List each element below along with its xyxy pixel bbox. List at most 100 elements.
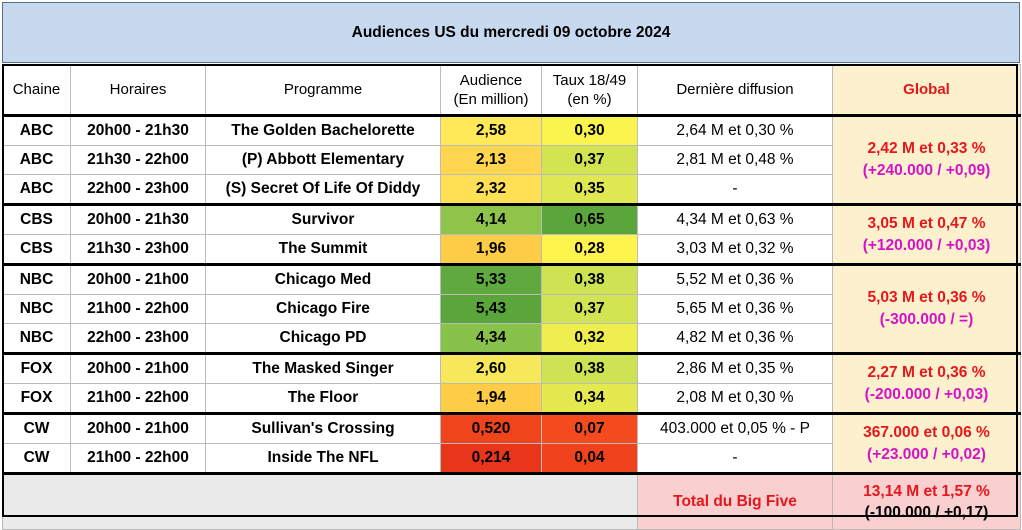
global-line2: (+23.000 / +0,02) xyxy=(867,445,986,463)
programme-cell: (S) Secret Of Life Of Diddy xyxy=(205,174,441,205)
derniere-diffusion-cell: 5,65 M et 0,36 % xyxy=(637,294,833,324)
global-line2: (-200.000 / +0,03) xyxy=(864,385,989,403)
header-chaine: Chaine xyxy=(2,64,71,116)
horaires-cell: 22h00 - 23h00 xyxy=(70,174,206,205)
derniere-diffusion-cell: 2,08 M et 0,30 % xyxy=(637,383,833,414)
chaine-cell: CW xyxy=(2,443,71,474)
table-row: CBS 20h00 - 21h30 Survivor 4,14 0,65 4,34 M e… xyxy=(2,203,1021,265)
audience-cell: 4,14 xyxy=(440,203,542,235)
chaine-cell: ABC xyxy=(2,145,71,175)
audience-cell: 0,214 xyxy=(440,443,542,474)
derniere-diffusion-cell: - xyxy=(637,443,833,474)
audience-cell: 2,60 xyxy=(440,352,542,384)
header-taux-line1: Taux 18/49 xyxy=(552,71,627,89)
programme-cell: Inside The NFL xyxy=(205,443,441,474)
taux-cell: 0,35 xyxy=(541,174,638,205)
header-taux-line2: (en %) xyxy=(567,90,612,108)
derniere-diffusion-cell: 5,52 M et 0,36 % xyxy=(637,263,833,295)
horaires-cell: 21h30 - 22h00 xyxy=(70,145,206,175)
global-cell: 2,27 M et 0,36 % (-200.000 / +0,03) xyxy=(832,352,1021,414)
global-cell: 2,42 M et 0,33 % (+240.000 / +0,09) xyxy=(832,114,1021,205)
taux-cell: 0,28 xyxy=(541,234,638,265)
header-taux: Taux 18/49 (en %) xyxy=(541,64,638,116)
global-line2: (+120.000 / +0,03) xyxy=(862,236,991,254)
taux-cell: 0,38 xyxy=(541,263,638,295)
audience-cell: 5,33 xyxy=(440,263,542,295)
global-line2: (-300.000 / =) xyxy=(879,311,974,328)
report-title: Audiences US du mercredi 09 octobre 2024 xyxy=(2,2,1020,63)
taux-cell: 0,30 xyxy=(541,114,638,146)
audience-cell: 0,520 xyxy=(440,412,542,444)
programme-cell: Chicago PD xyxy=(205,323,441,354)
derniere-diffusion-cell: - xyxy=(637,174,833,205)
audience-cell: 1,96 xyxy=(440,234,542,265)
table-body: ABC 20h00 - 21h30 The Golden Bachelorette 2… xyxy=(2,114,1021,530)
horaires-cell: 20h00 - 21h30 xyxy=(70,114,206,146)
header-global: Global xyxy=(832,64,1021,116)
derniere-diffusion-cell: 4,82 M et 0,36 % xyxy=(637,323,833,354)
programme-cell: Chicago Fire xyxy=(205,294,441,324)
header-derniere-diffusion: Dernière diffusion xyxy=(637,64,833,116)
derniere-diffusion-cell: 3,03 M et 0,32 % xyxy=(637,234,833,265)
chaine-cell: ABC xyxy=(2,174,71,205)
global-line1: 3,05 M et 0,47 % xyxy=(867,214,986,232)
table-row: FOX 20h00 - 21h00 The Masked Singer 2,60 0,3… xyxy=(2,352,1021,414)
taux-cell: 0,65 xyxy=(541,203,638,235)
derniere-diffusion-cell: 2,81 M et 0,48 % xyxy=(637,145,833,175)
header-horaires: Horaires xyxy=(70,64,206,116)
derniere-diffusion-cell: 2,64 M et 0,30 % xyxy=(637,114,833,146)
global-line1: 2,27 M et 0,36 % xyxy=(867,363,986,381)
global-cell: 5,03 M et 0,36 % (-300.000 / =) xyxy=(832,263,1021,354)
programme-cell: Chicago Med xyxy=(205,263,441,295)
audience-cell: 2,32 xyxy=(440,174,542,205)
taux-cell: 0,34 xyxy=(541,383,638,414)
global-line1: 367.000 et 0,06 % xyxy=(863,423,990,441)
derniere-diffusion-cell: 4,34 M et 0,63 % xyxy=(637,203,833,235)
global-line1: 5,03 M et 0,36 % xyxy=(867,289,986,306)
total-value-line2: (-100.000 / +0,17) xyxy=(864,504,989,521)
audience-cell: 5,43 xyxy=(440,294,542,324)
chaine-cell: CBS xyxy=(2,234,71,265)
audience-cell: 1,94 xyxy=(440,383,542,414)
table-row: CW 20h00 - 21h00 Sullivan's Crossing 0,520 0… xyxy=(2,412,1021,474)
global-line2: (+240.000 / +0,09) xyxy=(862,162,991,179)
horaires-cell: 20h00 - 21h00 xyxy=(70,412,206,444)
header-audience-line2: (En million) xyxy=(453,90,529,108)
programme-cell: The Masked Singer xyxy=(205,352,441,384)
taux-cell: 0,37 xyxy=(541,294,638,324)
chaine-cell: FOX xyxy=(2,352,71,384)
chaine-cell: NBC xyxy=(2,294,71,324)
chaine-cell: CW xyxy=(2,412,71,444)
table-row: NBC 21h00 - 22h00 Chicago Fire 5,43 0,37 5,65… xyxy=(2,294,1021,324)
global-cell: 367.000 et 0,06 % (+23.000 / +0,02) xyxy=(832,412,1021,474)
horaires-cell: 21h00 - 22h00 xyxy=(70,383,206,414)
audience-cell: 4,34 xyxy=(440,323,542,354)
header-audience-line1: Audience xyxy=(459,71,523,89)
total-value-line1: 13,14 M et 1,57 % xyxy=(863,483,990,500)
table-row: ABC 20h00 - 21h30 The Golden Bachelorette 2… xyxy=(2,114,1021,205)
table-row: ABC 21h30 - 22h00 (P) Abbott Elementary 2,1… xyxy=(2,145,1021,175)
table-row: FOX 21h00 - 22h00 The Floor 1,94 0,34 2,08 M … xyxy=(2,383,1021,414)
total-value: 13,14 M et 1,57 % (-100.000 / +0,17) xyxy=(832,472,1021,530)
global-line1: 2,42 M et 0,33 % xyxy=(867,140,986,157)
programme-cell: The Summit xyxy=(205,234,441,265)
horaires-cell: 22h00 - 23h00 xyxy=(70,323,206,354)
derniere-diffusion-cell: 2,86 M et 0,35 % xyxy=(637,352,833,384)
horaires-cell: 20h00 - 21h00 xyxy=(70,352,206,384)
total-blank xyxy=(2,472,638,530)
derniere-diffusion-cell: 403.000 et 0,05 % - P xyxy=(637,412,833,444)
programme-cell: The Floor xyxy=(205,383,441,414)
taux-cell: 0,38 xyxy=(541,352,638,384)
total-label: Total du Big Five xyxy=(637,472,833,530)
audience-cell: 2,13 xyxy=(440,145,542,175)
table-row: NBC 20h00 - 21h00 Chicago Med 5,33 0,38 5,52 … xyxy=(2,263,1021,354)
taux-cell: 0,32 xyxy=(541,323,638,354)
horaires-cell: 21h30 - 23h00 xyxy=(70,234,206,265)
programme-cell: Sullivan's Crossing xyxy=(205,412,441,444)
chaine-cell: ABC xyxy=(2,114,71,146)
programme-cell: (P) Abbott Elementary xyxy=(205,145,441,175)
header-programme: Programme xyxy=(205,64,441,116)
programme-cell: The Golden Bachelorette xyxy=(205,114,441,146)
programme-cell: Survivor xyxy=(205,203,441,235)
audience-cell: 2,58 xyxy=(440,114,542,146)
